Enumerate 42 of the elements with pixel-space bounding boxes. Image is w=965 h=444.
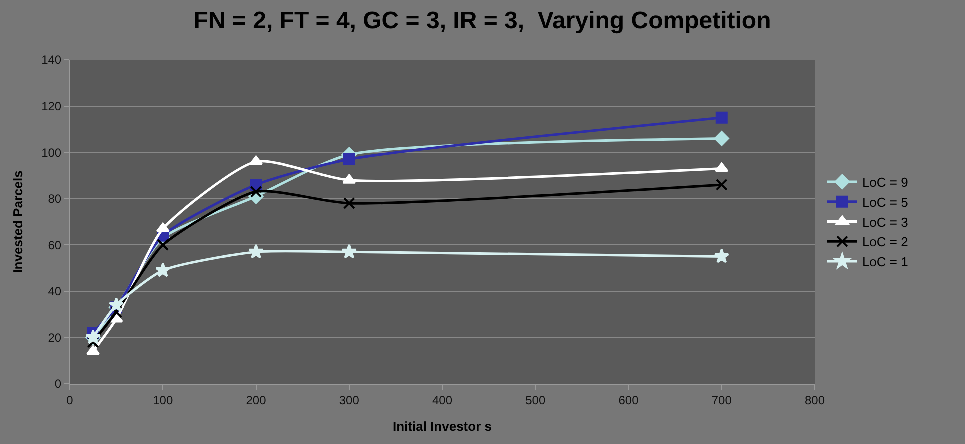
legend-label: LoC = 9 [862,175,908,190]
point [248,244,264,259]
y-tick-label: 120 [42,99,62,114]
y-tick-label: 100 [42,146,62,160]
point [343,197,356,210]
y-tick-label: 60 [48,238,62,252]
legend-label: LoC = 2 [862,234,908,250]
point [714,248,730,264]
x-tick-label: 500 [526,393,546,408]
legend-label: LoC = 5 [862,194,908,210]
point [714,131,730,146]
point [155,262,171,278]
x-tick-label: 200 [246,393,267,408]
point [156,222,170,232]
x-tick-label: 400 [432,393,453,408]
x-axis-title: Initial Investor s [393,419,492,434]
point [715,162,729,172]
point [110,306,123,318]
y-tick-label: 0 [54,377,62,392]
x-tick-label: 700 [712,393,732,408]
point [157,239,170,252]
chart-title: FN = 2, FT = 4, GC = 3, IR = 3, Varying Competition [194,7,772,34]
y-tick-label: 40 [48,284,62,299]
point [342,244,358,259]
x-tick-label: 600 [618,393,640,408]
y-tick-label: 20 [48,330,62,345]
x-tick-label: 100 [153,393,174,408]
point [86,346,100,356]
y-tick-label: 80 [48,192,62,206]
legend-label: LoC = 3 [862,214,908,230]
y-axis-title: Invested Parcels [10,170,26,274]
point [87,336,100,348]
point [716,178,728,191]
x-tick-label: 800 [804,393,826,408]
y-tick-label: 140 [42,53,62,68]
point [342,174,356,184]
legend-label: LoC = 1 [862,254,908,270]
x-tick-label: 300 [339,393,360,408]
x-tick-label: 0 [66,393,74,408]
point [343,154,356,166]
point [716,112,728,124]
point [108,297,124,312]
